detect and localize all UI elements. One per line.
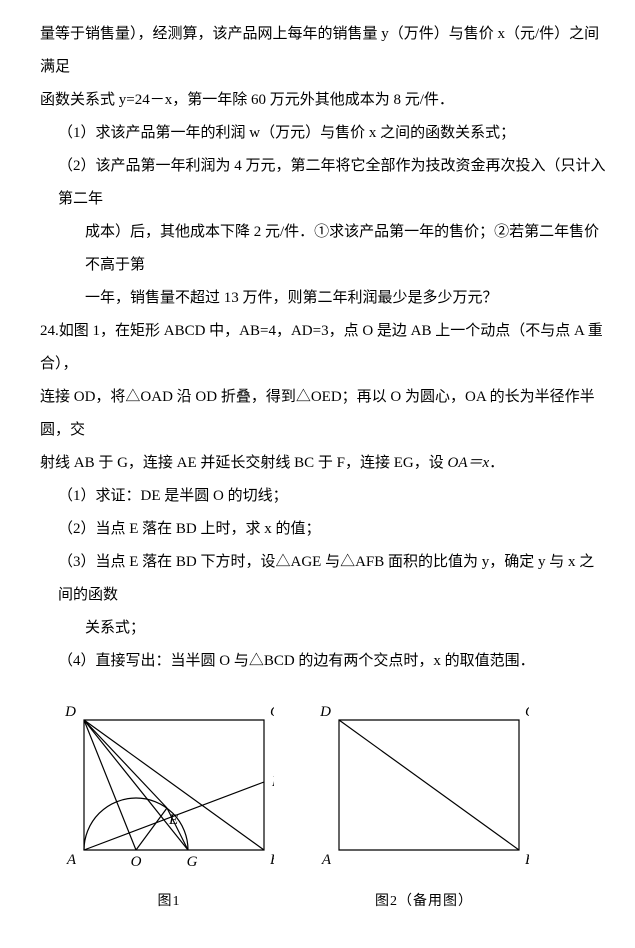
figure-2-caption: 图2（备用图） [319,887,529,918]
figure-2-svg: A B C D [319,700,529,870]
svg-text:C: C [270,704,274,720]
p24-q2: （2）当点 E 落在 BD 上时，求 x 的值； [40,513,607,546]
svg-text:C: C [525,704,529,720]
p23-q2c: 一年，销售量不超过 13 万件，则第二年利润最少是多少万元？ [40,282,607,315]
figures-row: A B C D O G E F 图1 A B C D 图2（备用图） [40,700,607,918]
p24-q3a: （3）当点 E 落在 BD 下方时，设△AGE 与△AFB 面积的比值为 y，确… [40,546,607,612]
svg-text:D: D [319,704,331,720]
p24-intro2b: 射线 AB 于 G，连接 AE 并延长交射线 BC 于 F，连接 EG，设 [40,455,448,471]
figure-1-caption: 图1 [64,887,274,918]
svg-text:B: B [525,852,529,868]
p24-oax: OA＝x [448,455,490,471]
svg-text:O: O [131,854,142,870]
svg-text:D: D [64,704,76,720]
svg-text:B: B [270,852,274,868]
p23-q2a: （2）该产品第一年利润为 4 万元，第二年将它全部作为技改资金再次投入（只计入第… [40,150,607,216]
p23-q2b: 成本）后，其他成本下降 2 元/件．①求该产品第一年的售价；②若第二年售价不高于… [40,216,607,282]
figure-1-svg: A B C D O G E F [64,700,274,870]
svg-text:F: F [271,774,274,790]
p24-q4: （4）直接写出：当半圆 O 与△BCD 的边有两个交点时，x 的取值范围． [40,645,607,678]
p24-intro1: 24.如图 1，在矩形 ABCD 中，AB=4，AD=3，点 O 是边 AB 上… [40,315,607,381]
p23-q1: （1）求该产品第一年的利润 w（万元）与售价 x 之间的函数关系式； [40,117,607,150]
figure-2-block: A B C D 图2（备用图） [319,700,529,918]
figure-1-block: A B C D O G E F 图1 [64,700,274,918]
svg-text:E: E [168,812,178,828]
svg-text:A: A [321,852,332,868]
p24-intro2c: ． [489,455,504,471]
p23-line2: 函数关系式 y=24－x，第一年除 60 万元外其他成本为 8 元/件． [40,84,607,117]
svg-text:G: G [187,854,198,870]
p24-q3b: 关系式； [40,612,607,645]
p24-intro2a: 连接 OD，将△OAD 沿 OD 折叠，得到△OED；再以 O 为圆心，OA 的… [40,381,607,447]
p24-intro2b-wrap: 射线 AB 于 G，连接 AE 并延长交射线 BC 于 F，连接 EG，设 OA… [40,447,607,480]
p23-line1: 量等于销售量），经测算，该产品网上每年的销售量 y（万件）与售价 x（元/件）之… [40,18,607,84]
svg-text:A: A [66,852,77,868]
p24-q1: （1）求证：DE 是半圆 O 的切线； [40,480,607,513]
